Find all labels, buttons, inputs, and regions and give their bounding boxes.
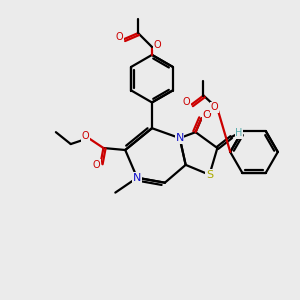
Text: O: O [211,102,218,112]
Text: H: H [236,128,243,138]
Text: O: O [82,131,89,141]
Text: N: N [133,173,141,183]
Text: S: S [206,170,213,180]
Text: O: O [153,40,161,50]
Text: O: O [183,98,190,107]
Text: O: O [93,160,100,170]
Text: O: O [116,32,123,42]
Text: O: O [202,110,211,120]
Text: N: N [176,133,184,143]
